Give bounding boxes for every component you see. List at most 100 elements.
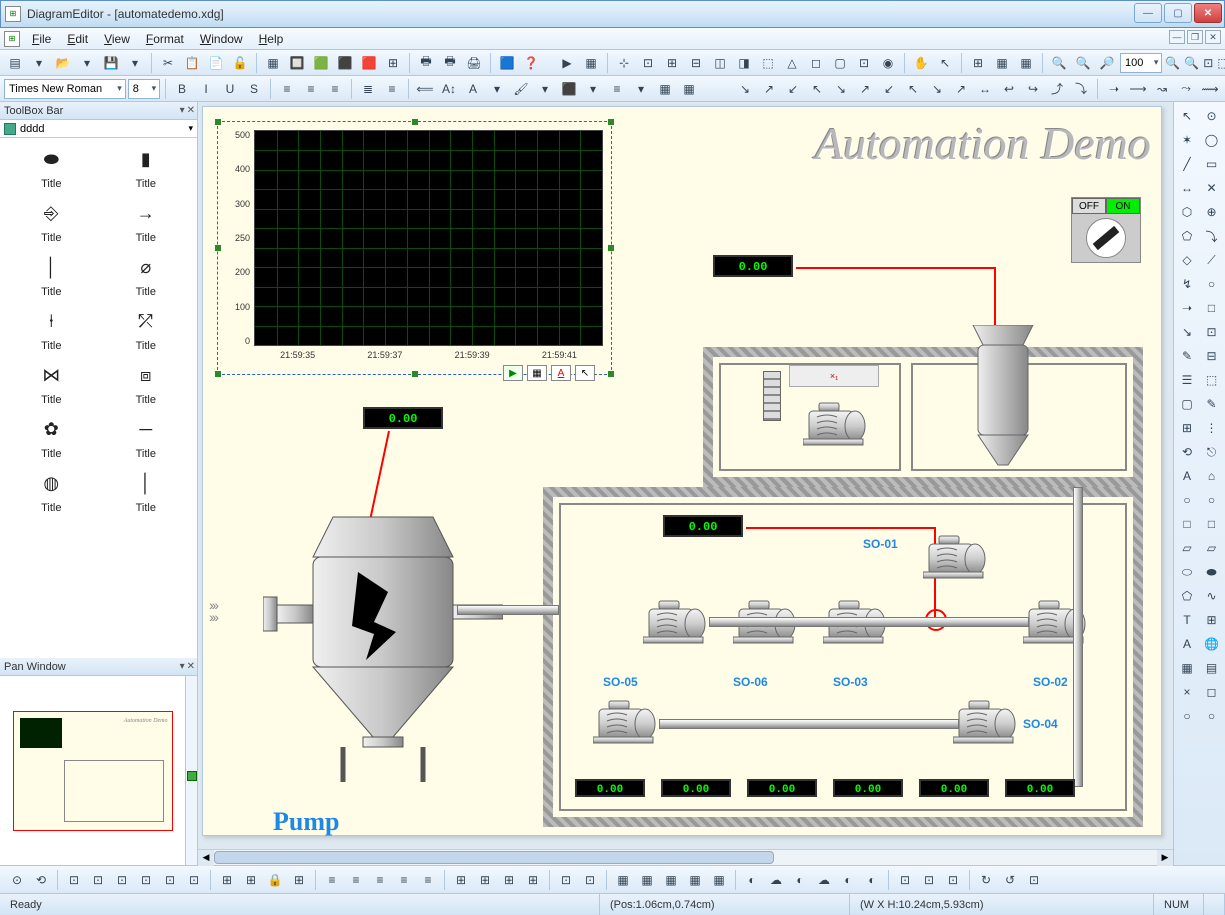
right-tool-38[interactable]: ⬭ [1176,562,1198,582]
toolbox-item-3[interactable]: →Title [101,198,192,244]
chart-object[interactable]: 5004003002502001000 21:59:3521:59:3721:5… [217,121,612,375]
toolbox-item-13[interactable]: │Title [101,468,192,514]
menu-edit[interactable]: Edit [59,30,96,48]
right-tool-33[interactable]: ○ [1201,490,1223,510]
pan-zoom-slider[interactable] [185,676,197,865]
right-tool-34[interactable]: □ [1176,514,1198,534]
tb2b-btn-11[interactable]: ↩ [998,78,1020,100]
tbb-btn-24[interactable]: ⊞ [522,869,544,891]
mdi-restore[interactable]: ❐ [1187,30,1203,44]
right-tool-45[interactable]: 🌐 [1201,634,1223,654]
tb1-btn-8[interactable]: 📋 [181,52,203,74]
right-tool-47[interactable]: ▤ [1201,658,1223,678]
tb2b-btn-20[interactable]: ⟿ [1199,78,1221,100]
right-tool-31[interactable]: ⌂ [1201,466,1223,486]
right-tool-43[interactable]: ⊞ [1201,610,1223,630]
pan-pin-icon[interactable]: ▾ [180,661,185,672]
right-tool-5[interactable]: ▭ [1201,154,1223,174]
tb2-btn-5[interactable]: ≡ [276,78,298,100]
right-tool-24[interactable]: ▢ [1176,394,1198,414]
tb2b-btn-2[interactable]: ↙ [782,78,804,100]
close-button[interactable]: ✕ [1194,3,1222,23]
menu-help[interactable]: Help [251,30,292,48]
tb2-btn-19[interactable]: ▾ [582,78,604,100]
tb1-btn-24[interactable]: ❓ [520,52,542,74]
tb2b-btn-12[interactable]: ↪ [1022,78,1044,100]
tb2b-btn-3[interactable]: ↖ [806,78,828,100]
tbb-btn-40[interactable]: ◐ [861,869,883,891]
right-tool-3[interactable]: ◯ [1201,130,1223,150]
tb2b-btn-8[interactable]: ↘ [926,78,948,100]
pump-tank[interactable] [263,497,503,790]
right-tool-18[interactable]: ↘ [1176,322,1198,342]
tb1b-btn-4[interactable]: ⊡ [637,52,659,74]
tb2-btn-23[interactable]: ▦ [678,78,700,100]
right-tool-2[interactable]: ✶ [1176,130,1198,150]
toolbox-item-5[interactable]: ⌀Title [101,252,192,298]
tb1b-btn-6[interactable]: ⊟ [685,52,707,74]
tbb-btn-0[interactable]: ⊙ [6,869,28,891]
right-tool-0[interactable]: ↖ [1176,106,1198,126]
tbb-btn-46[interactable]: ↻ [975,869,997,891]
tb2b-btn-13[interactable]: ⤴ [1046,78,1068,100]
toolbox-item-7[interactable]: ⤱Title [101,306,192,352]
tbb-btn-43[interactable]: ⊡ [918,869,940,891]
tb1b-btn-10[interactable]: △ [781,52,803,74]
tbb-btn-44[interactable]: ⊡ [942,869,964,891]
tb1-btn-21[interactable]: 🖨 [463,52,485,74]
tb2-btn-14[interactable]: A [462,78,484,100]
tb1-btn-0[interactable]: ▤ [4,52,26,74]
tb2-btn-13[interactable]: A↕ [438,78,460,100]
font-name-select[interactable]: Times New Roman [4,79,126,99]
tbb-btn-1[interactable]: ⟲ [30,869,52,891]
tbb-btn-13[interactable]: ⊞ [288,869,310,891]
tbb-btn-18[interactable]: ≡ [393,869,415,891]
toolbox-close-icon[interactable]: ✕ [187,105,195,116]
toolbox-item-8[interactable]: ⋈Title [6,360,97,406]
tbb-btn-19[interactable]: ≡ [417,869,439,891]
tb1-btn-1[interactable]: ▾ [28,52,50,74]
tb1-btn-4[interactable]: 💾 [100,52,122,74]
right-tool-37[interactable]: ▱ [1201,538,1223,558]
tb2b-btn-14[interactable]: ⤵ [1070,78,1092,100]
tb1b-btn-9[interactable]: ⬚ [757,52,779,74]
mdi-close[interactable]: ✕ [1205,30,1221,44]
right-tool-48[interactable]: × [1176,682,1198,702]
tb2b-btn-10[interactable]: ↔ [974,78,996,100]
right-tool-12[interactable]: ◇ [1176,250,1198,270]
tbb-btn-4[interactable]: ⊡ [87,869,109,891]
menu-view[interactable]: View [96,30,138,48]
right-tool-39[interactable]: ⬬ [1201,562,1223,582]
tb1b-btn-12[interactable]: ▢ [829,52,851,74]
right-tool-44[interactable]: A [1176,634,1198,654]
toolbox-item-9[interactable]: ⧈Title [101,360,192,406]
tbb-btn-27[interactable]: ⊡ [579,869,601,891]
tb1-btn-19[interactable]: 🖶 [415,52,437,74]
tb1b-btn-14[interactable]: ◉ [877,52,899,74]
tb1-btn-9[interactable]: 📄 [205,52,227,74]
right-tool-51[interactable]: ○ [1201,706,1223,726]
tb2-btn-2[interactable]: U [219,78,241,100]
pan-close-icon[interactable]: ✕ [187,661,195,672]
tb2b-btn-1[interactable]: ↗ [758,78,780,100]
tb1b-btn-20[interactable]: ▦ [991,52,1013,74]
tb1b-btn-21[interactable]: ▦ [1015,52,1037,74]
tb1b-btn-25[interactable]: 🔎 [1096,52,1118,74]
chart-grid-button[interactable]: ▦ [527,365,547,381]
tb2-btn-1[interactable]: I [195,78,217,100]
tbb-btn-33[interactable]: ▦ [708,869,730,891]
diagram-canvas[interactable]: Automation Demo 5004003002502001000 21:5… [202,106,1162,836]
tb2-btn-12[interactable]: ⟸ [414,78,436,100]
right-tool-17[interactable]: □ [1201,298,1223,318]
tbb-btn-16[interactable]: ≡ [345,869,367,891]
tb1b-btn-23[interactable]: 🔍 [1048,52,1070,74]
minimize-button[interactable]: — [1134,3,1162,23]
tb1-btn-5[interactable]: ▾ [124,52,146,74]
tb2-btn-9[interactable]: ≣ [357,78,379,100]
right-tool-36[interactable]: ▱ [1176,538,1198,558]
menu-window[interactable]: Window [192,30,251,48]
tb1-btn-23[interactable]: 🟦 [496,52,518,74]
tbb-btn-31[interactable]: ▦ [660,869,682,891]
motor-so05[interactable] [593,697,663,747]
tb1-btn-16[interactable]: 🟥 [358,52,380,74]
